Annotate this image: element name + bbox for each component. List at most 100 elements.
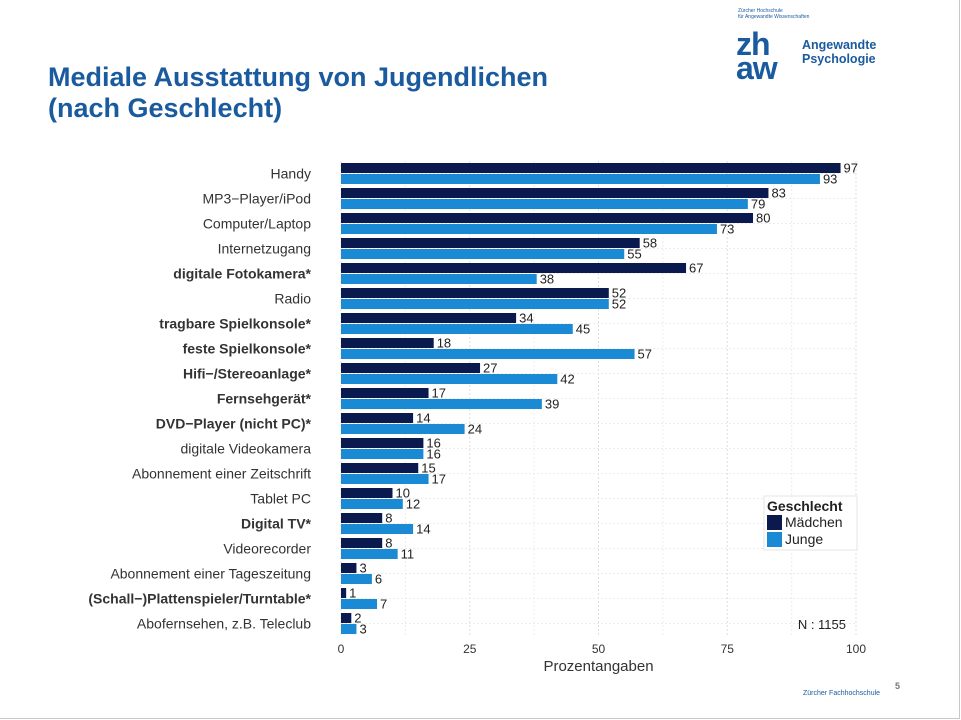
value-label-junge: 42 — [560, 372, 574, 387]
value-label-junge: 24 — [468, 422, 482, 437]
value-label-maedchen: 8 — [385, 536, 392, 551]
bar-maedchen — [341, 488, 393, 498]
bar-junge — [341, 449, 424, 459]
bar-maedchen — [341, 363, 481, 373]
value-label-junge: 6 — [375, 572, 382, 587]
value-label-junge: 16 — [426, 447, 440, 462]
logo-mark-top: zh — [736, 26, 771, 62]
value-label-maedchen: 27 — [483, 361, 497, 376]
value-label-maedchen: 8 — [385, 511, 392, 526]
grid-layer — [340, 161, 857, 636]
value-label-maedchen: 58 — [643, 236, 657, 251]
bar-junge — [341, 424, 465, 434]
legend-swatch-maedchen — [767, 515, 782, 530]
category-label: Digital TV* — [241, 516, 312, 532]
bar-maedchen — [341, 288, 609, 298]
logo-small-text: Zürcher Hochschule für Angewandte Wissen… — [738, 8, 828, 20]
value-label-maedchen: 1 — [349, 586, 356, 601]
bar-maedchen — [341, 613, 352, 623]
logo-text-line-2: Psychologie — [802, 52, 876, 66]
bar-maedchen — [341, 538, 383, 548]
bar-maedchen — [341, 413, 414, 423]
bar-maedchen — [341, 513, 383, 523]
bar-junge — [341, 174, 820, 184]
bar-maedchen — [341, 338, 434, 348]
bar-junge — [341, 474, 429, 484]
bar-maedchen — [341, 238, 640, 248]
value-label-junge: 14 — [416, 522, 430, 537]
bar-maedchen — [341, 188, 769, 198]
sample-size-annotation: N : 1155 — [798, 617, 846, 632]
value-label-junge: 52 — [612, 297, 626, 312]
logo-small-line-1: Zürcher Hochschule — [738, 8, 783, 14]
category-label: feste Spielkonsole* — [183, 341, 312, 357]
value-label-junge: 45 — [576, 322, 590, 337]
category-label: Abonnement einer Tageszeitung — [110, 566, 311, 582]
bar-maedchen — [341, 263, 687, 273]
value-label-junge: 79 — [751, 197, 765, 212]
logo-text-line-1: Angewandte — [802, 38, 877, 52]
value-label-maedchen: 14 — [416, 411, 430, 426]
bar-junge — [341, 249, 625, 259]
category-label: digitale Videokamera — [181, 441, 312, 457]
category-label: MP3−Player/iPod — [202, 191, 311, 207]
category-label: tragbare Spielkonsole* — [159, 316, 311, 332]
bar-junge — [341, 574, 372, 584]
value-label-maedchen: 16 — [426, 436, 440, 451]
legend-label-maedchen: Mädchen — [785, 514, 843, 530]
bar-junge — [341, 399, 542, 409]
bar-junge — [341, 274, 537, 284]
value-label-maedchen: 10 — [396, 486, 410, 501]
category-label: Handy — [271, 166, 311, 182]
bar-junge — [341, 324, 573, 334]
value-label-junge: 39 — [545, 397, 559, 412]
bar-maedchen — [341, 388, 429, 398]
x-tick-label: 25 — [463, 642, 477, 656]
bar-junge — [341, 524, 414, 534]
logo-department: Angewandte Psychologie — [802, 38, 876, 66]
bar-maedchen — [341, 163, 841, 173]
bar-maedchen — [341, 463, 419, 473]
slide-title: Mediale Ausstattung von Jugendlichen (na… — [48, 62, 668, 124]
value-label-maedchen: 17 — [432, 386, 446, 401]
bar-junge — [341, 299, 609, 309]
value-label-maedchen: 97 — [844, 161, 858, 176]
value-label-maedchen: 3 — [359, 561, 366, 576]
value-label-maedchen: 15 — [421, 461, 435, 476]
value-label-junge: 12 — [406, 497, 420, 512]
value-label-junge: 17 — [432, 472, 446, 487]
x-tick-label: 100 — [846, 642, 866, 656]
bar-junge — [341, 599, 378, 609]
category-label: Tablet PC — [250, 491, 311, 507]
value-label-maedchen: 80 — [756, 211, 770, 226]
logo-small-line-2: für Angewandte Wissenschaften — [738, 14, 810, 20]
bar-junge — [341, 199, 748, 209]
category-label: Fernsehgerät* — [217, 391, 312, 407]
value-label-junge: 93 — [823, 172, 837, 187]
legend-title: Geschlecht — [767, 498, 843, 514]
category-label: (Schall−)Plattenspieler/Turntable* — [88, 591, 311, 607]
bar-junge — [341, 374, 558, 384]
zhaw-logo: zh aw — [736, 26, 798, 88]
bar-maedchen — [341, 313, 517, 323]
bar-junge — [341, 349, 635, 359]
category-label: Abofernsehen, z.B. Teleclub — [137, 616, 311, 632]
value-label-junge: 73 — [720, 222, 734, 237]
category-label: Hifi−/Stereoanlage* — [183, 366, 312, 382]
category-label: digitale Fotokamera* — [173, 266, 311, 282]
value-label-junge: 55 — [627, 247, 641, 262]
bars-layer — [341, 163, 841, 634]
category-label: Radio — [274, 291, 311, 307]
bar-maedchen — [341, 213, 753, 223]
value-label-junge: 38 — [540, 272, 554, 287]
title-line-2: (nach Geschlecht) — [48, 93, 283, 123]
value-label-junge: 57 — [638, 347, 652, 362]
logo-mark-bottom: aw — [736, 50, 778, 86]
x-tick-label: 0 — [338, 642, 345, 656]
x-axis-title: Prozentangaben — [543, 658, 653, 675]
value-label-maedchen: 67 — [689, 261, 703, 276]
